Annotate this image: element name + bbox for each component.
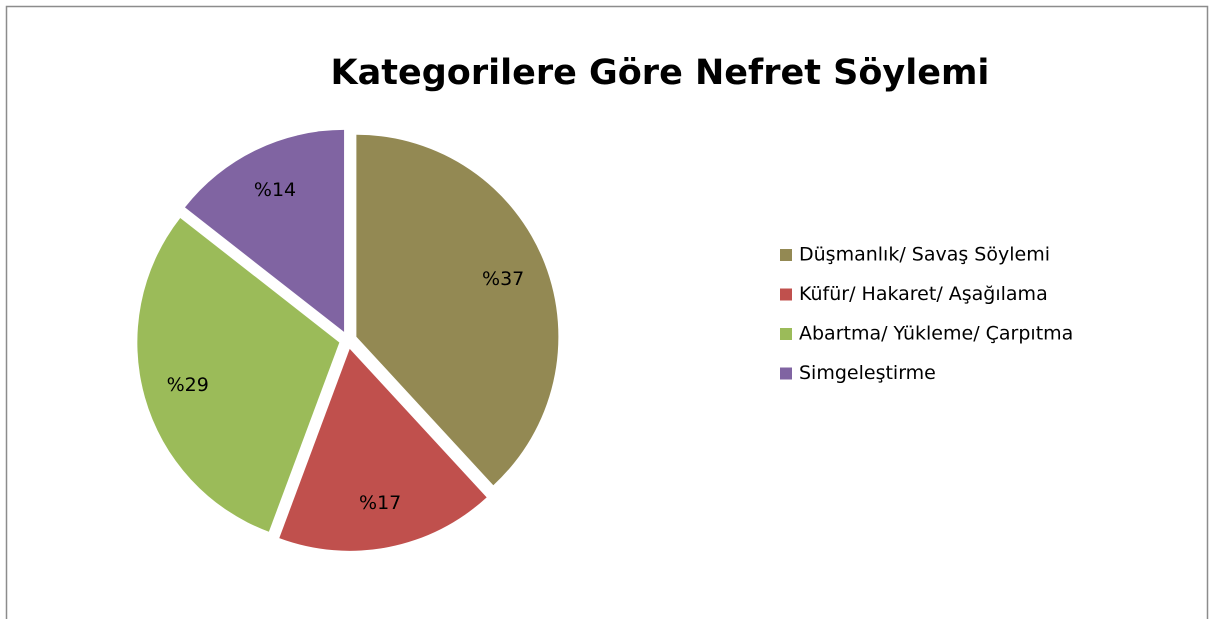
legend-swatch (780, 367, 792, 380)
pie-slice (356, 134, 559, 486)
data-label: %17 (359, 492, 401, 514)
legend-swatch (780, 249, 792, 261)
legend-label: Düşmanlık/ Savaş Söylemi (799, 244, 1050, 266)
chart-border (5, 5, 1209, 619)
legend-label: Simgeleştirme (799, 362, 936, 384)
pie-slice (184, 129, 345, 332)
legend-swatch (780, 328, 792, 340)
pie-slice (279, 348, 487, 551)
data-label: %14 (254, 179, 296, 201)
data-label: %37 (482, 268, 524, 290)
pie-slice (137, 217, 340, 532)
legend-label: Küfür/ Hakaret/ Aşağılama (799, 283, 1048, 305)
legend-swatch (780, 288, 792, 301)
data-label: %29 (167, 374, 209, 396)
chart-title: Kategorilere Göre Nefret Söylemi (331, 53, 990, 93)
legend-label: Abartma/ Yükleme/ Çarpıtma (799, 323, 1073, 345)
